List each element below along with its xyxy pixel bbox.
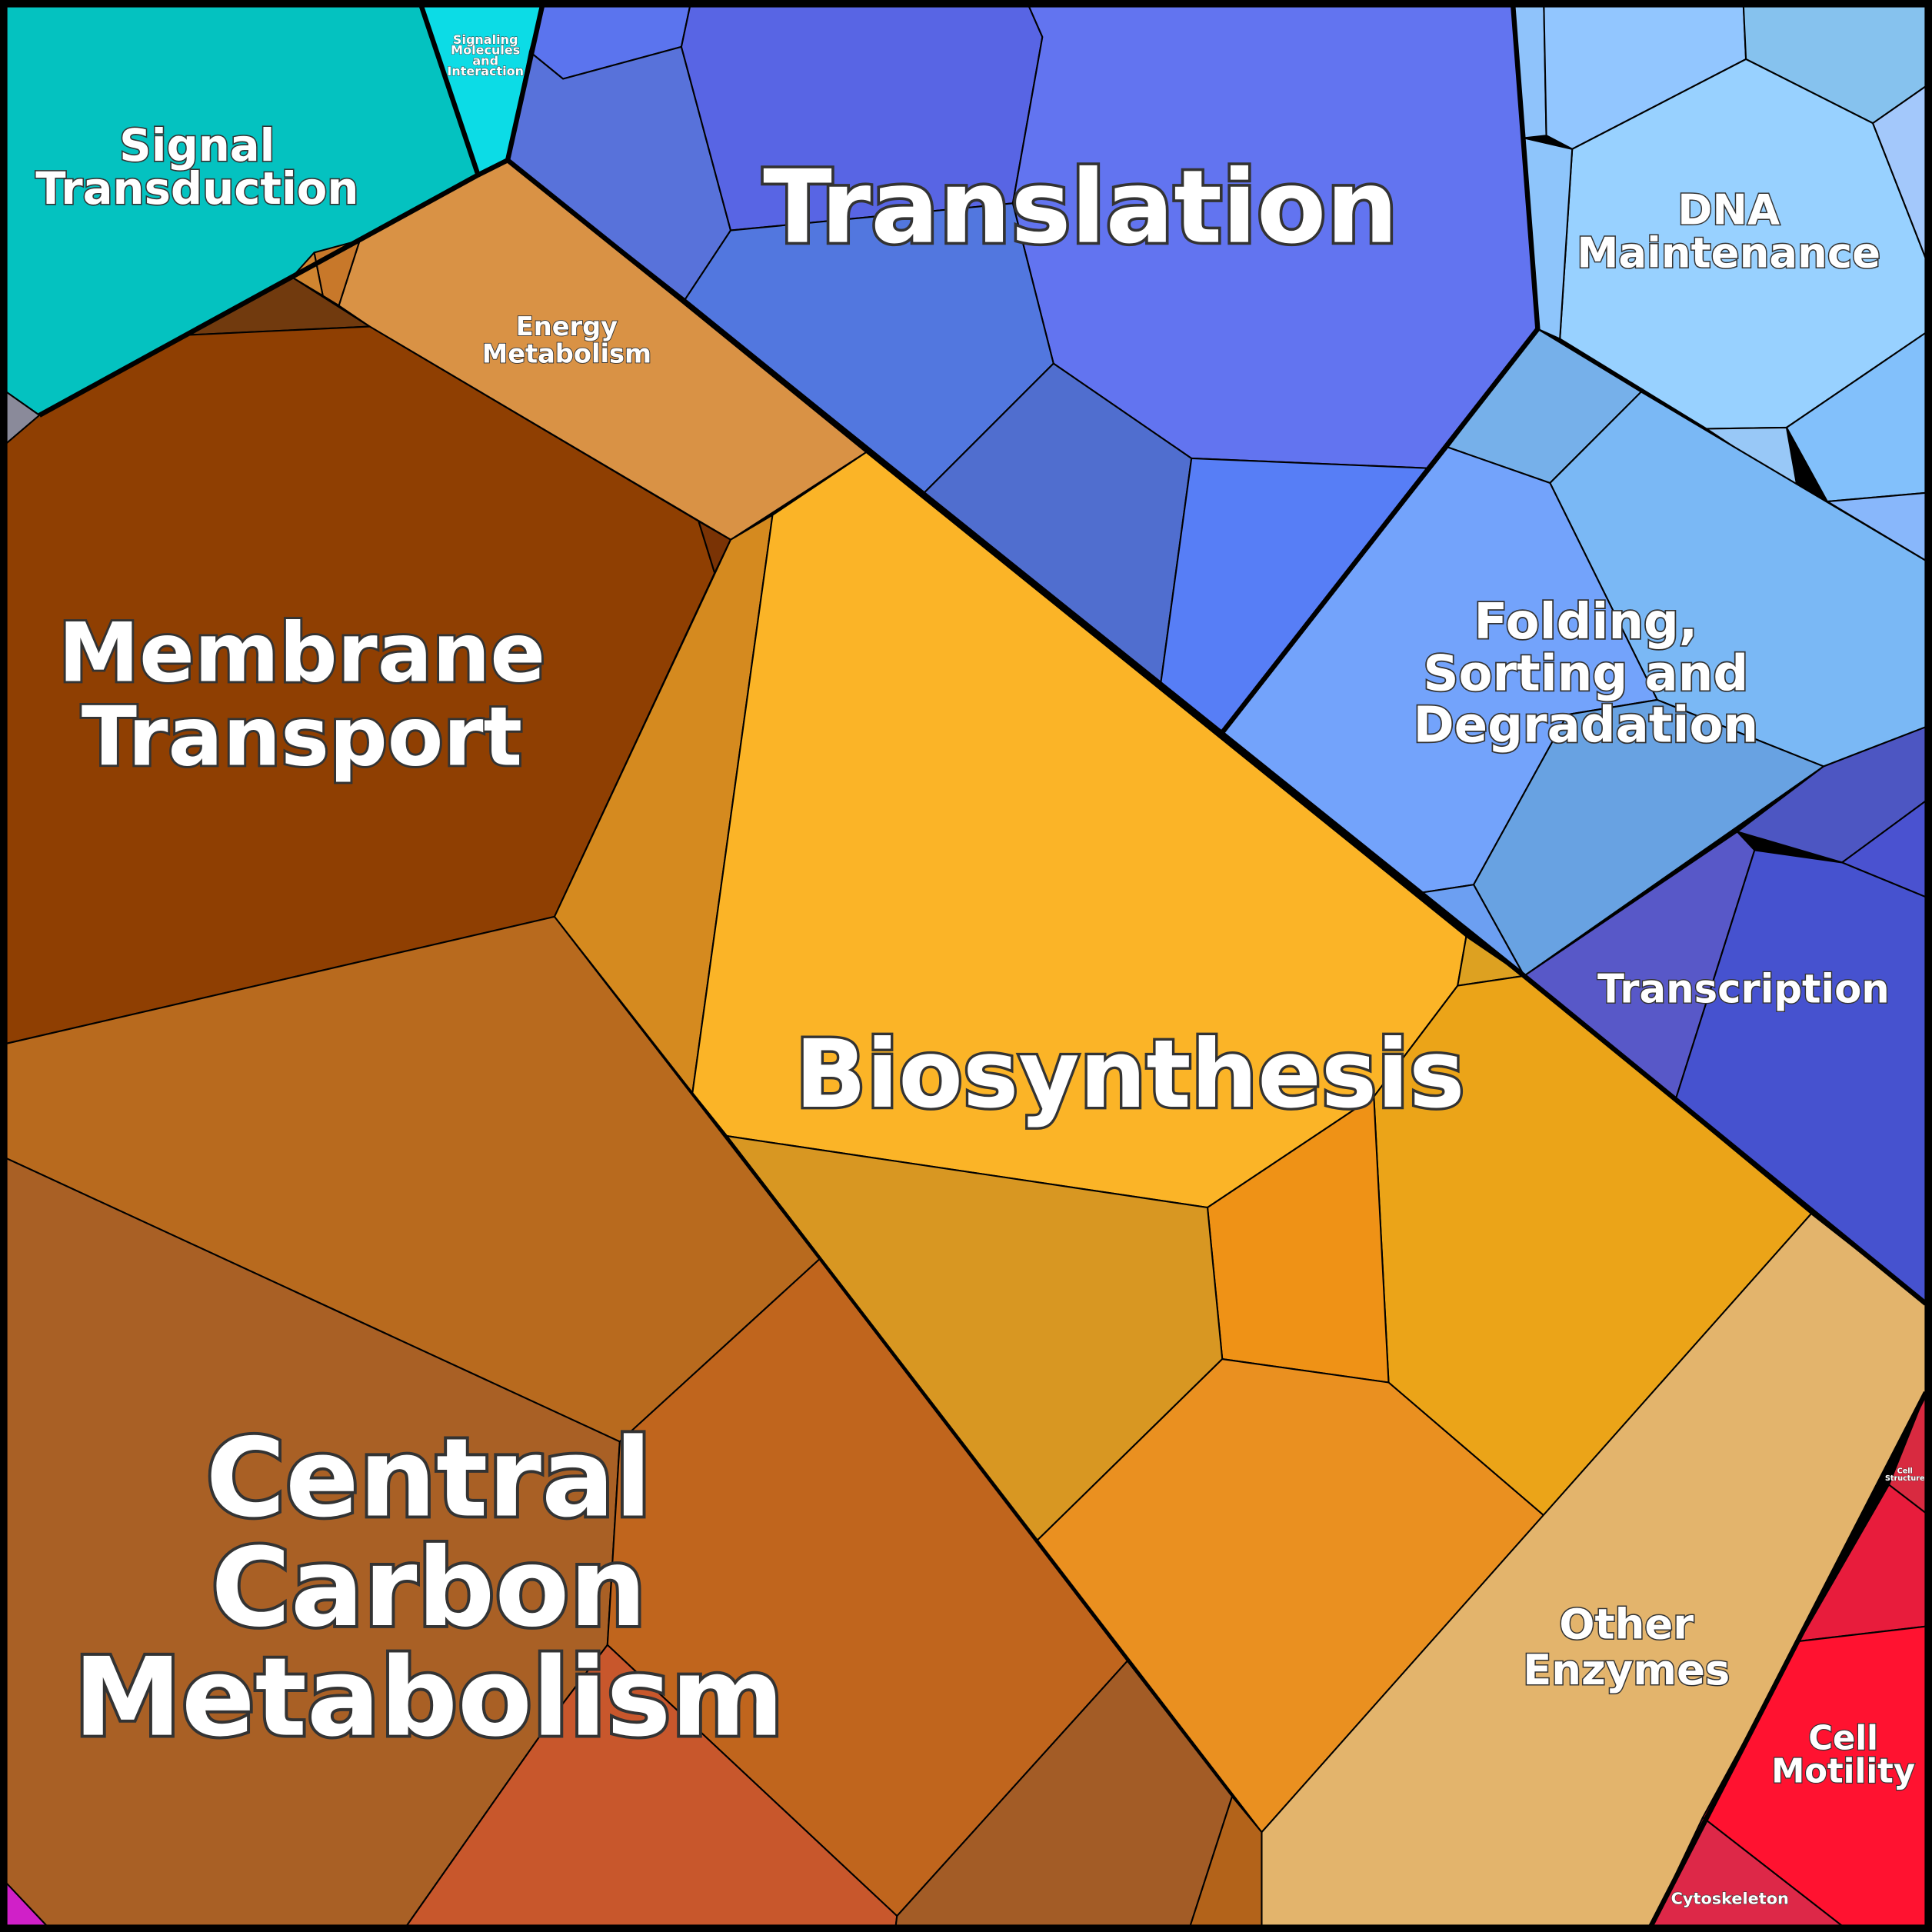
region-label: Other — [1559, 1599, 1694, 1648]
region-label: Metabolism — [482, 338, 651, 368]
region-label: Cytoskeleton — [1671, 1890, 1789, 1908]
region-label: Biosynthesis — [795, 1020, 1465, 1129]
region-label: Membrane — [58, 606, 545, 701]
region-border — [1217, 5, 1541, 738]
cell — [1472, 698, 1825, 977]
region-label: Energy — [516, 311, 618, 341]
region-label: Degradation — [1413, 698, 1758, 754]
region-border — [477, 158, 509, 178]
region-label: Cell — [1897, 1467, 1913, 1475]
region-label: Transport — [82, 690, 522, 784]
region-border — [505, 5, 1928, 1306]
region-label: Structure — [1885, 1474, 1925, 1483]
region-label: Translation — [763, 148, 1398, 266]
region-label: Metabolism — [74, 1635, 784, 1761]
region-label: and — [472, 53, 498, 68]
region-label: Enzymes — [1523, 1645, 1730, 1694]
region-label: Sorting and — [1423, 645, 1748, 702]
region-label: Cell — [1808, 1719, 1878, 1757]
region-label: Signaling — [453, 32, 518, 47]
labels: TranslationBiosynthesisCentralCarbonMeta… — [35, 32, 1926, 1908]
region-label: Molecules — [451, 43, 520, 58]
region-label: Transcription — [1597, 966, 1890, 1012]
region-border — [1648, 1391, 1928, 1927]
cell — [1036, 1358, 1545, 1834]
region-label: Maintenance — [1577, 228, 1880, 277]
region-label: Signal — [119, 119, 275, 172]
region-label: DNA — [1677, 185, 1780, 234]
region-label: Carbon — [211, 1525, 646, 1651]
region-label: Transduction — [35, 162, 358, 215]
cells — [5, 5, 1927, 1927]
region-label: Folding, — [1474, 594, 1697, 651]
region-label: Interaction — [447, 64, 524, 78]
region-label: Motility — [1771, 1753, 1915, 1791]
region-label: Central — [206, 1415, 652, 1541]
